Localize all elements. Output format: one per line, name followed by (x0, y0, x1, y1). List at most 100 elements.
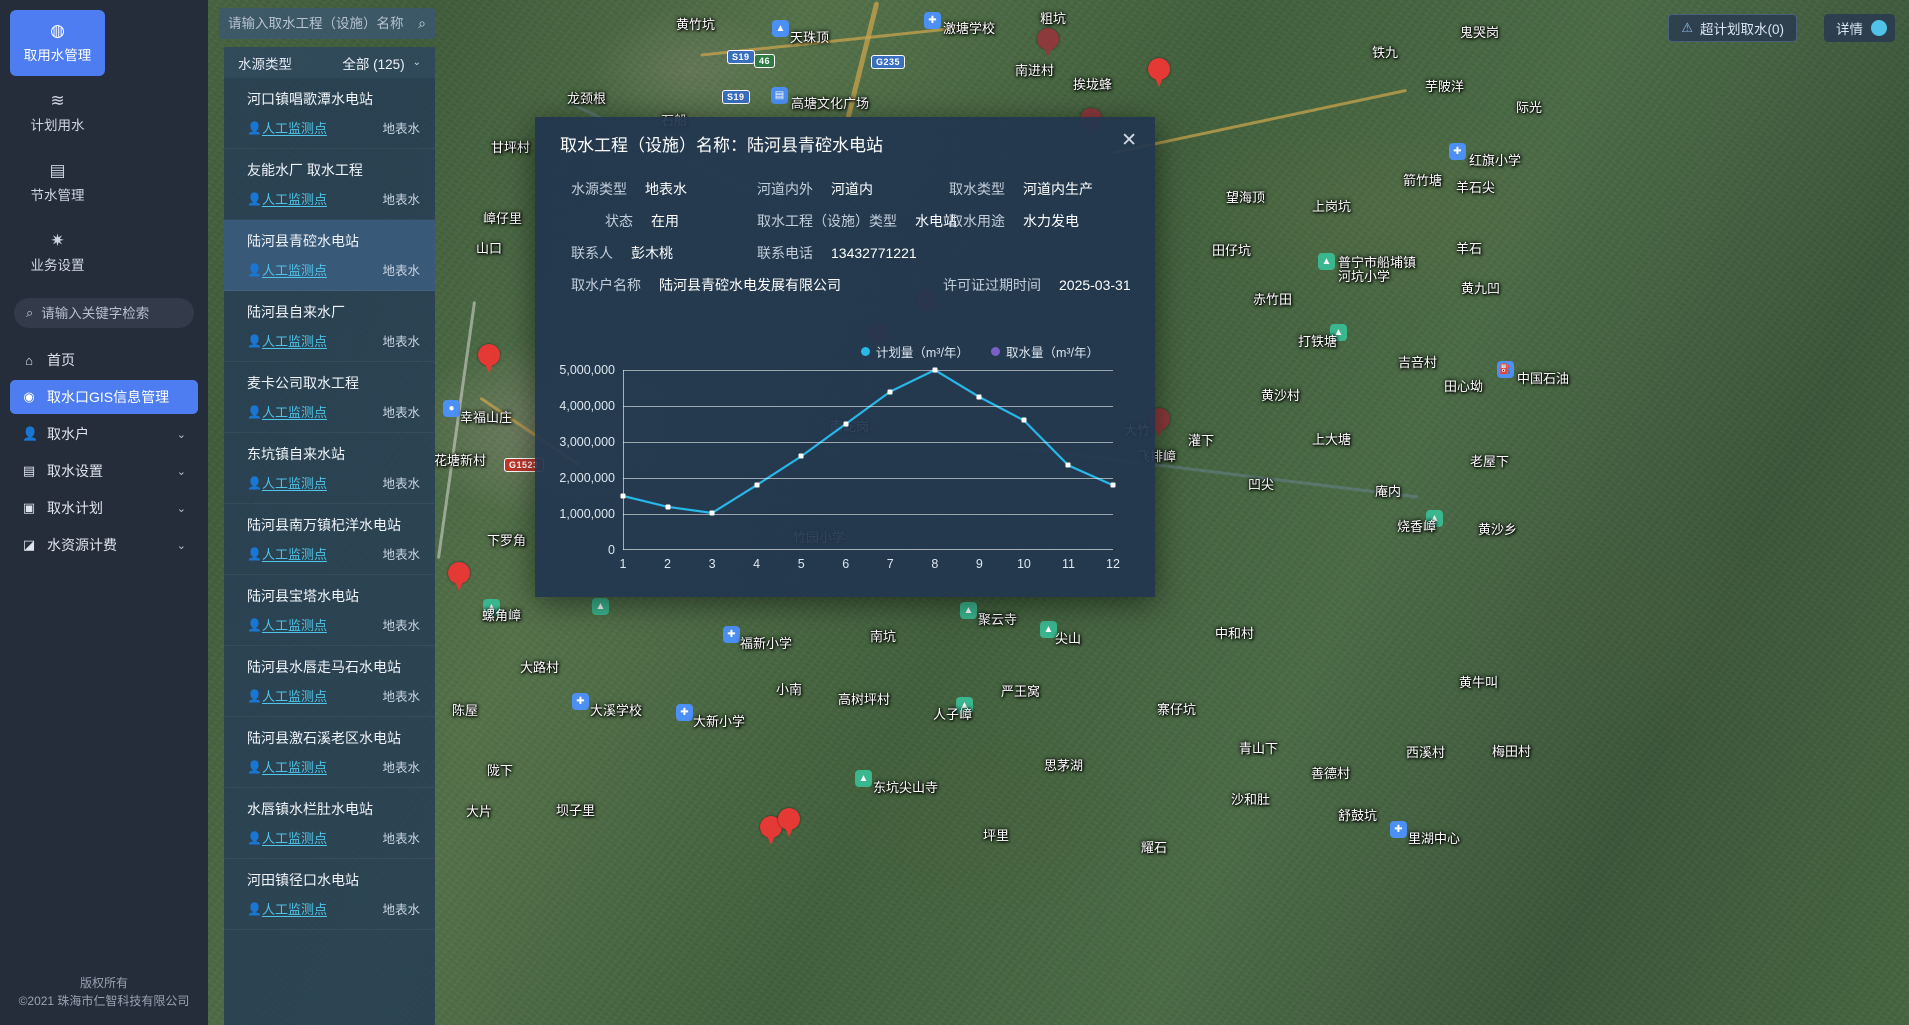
chart-gridline (623, 370, 1113, 371)
monitor-point-tag[interactable]: 人工监测点 (261, 760, 327, 775)
monitor-point-tag[interactable]: 人工监测点 (261, 902, 327, 917)
chart-data-point[interactable] (665, 504, 671, 510)
chart-series-layer (622, 368, 1114, 515)
list-item-name: 友能水厂 取水工程 (247, 162, 363, 178)
list-item-name: 水唇镇水栏肚水电站 (247, 801, 373, 817)
map-poi-icon: ✚ (676, 704, 693, 721)
list-item-source-type: 地表水 (382, 903, 420, 917)
sidebar-item-label: 取水计划 (47, 500, 103, 516)
over-plan-badge[interactable]: ⚠ 超计划取水(0) (1668, 14, 1797, 42)
monitor-point-tag[interactable]: 人工监测点 (261, 831, 327, 846)
map-marker-pin[interactable] (478, 344, 500, 374)
user-icon: 👤 (247, 617, 262, 632)
chart-data-point[interactable] (932, 367, 938, 373)
chart-data-point[interactable] (1021, 417, 1027, 423)
chart-x-tick-label: 12 (1106, 557, 1120, 571)
chevron-down-icon: ⌄ (176, 539, 186, 552)
chart-data-point[interactable] (1110, 482, 1116, 488)
gear-icon: ✷ (50, 231, 65, 250)
copyright-line-1: 版权所有 (79, 975, 128, 990)
list-item[interactable]: 东坑镇自来水站 👤 人工监测点 地表水 (224, 433, 435, 504)
sidebar-module-water-saving[interactable]: ▤ 节水管理 (10, 150, 105, 216)
field-label: 取水工程（设施）类型 (757, 213, 897, 229)
legend-color-swatch (990, 347, 1000, 356)
facility-list[interactable]: 河口镇唱歌潭水电站 👤 人工监测点 地表水 友能水厂 取水工程 👤 人工监测点 地表水 陆河县青… (224, 78, 435, 1025)
sidebar-module-plan-water[interactable]: ≋ 计划用水 (10, 80, 105, 146)
map-poi-icon: ✚ (572, 693, 589, 710)
chart-data-point[interactable] (843, 421, 849, 427)
monitor-point-tag[interactable]: 人工监测点 (261, 263, 327, 278)
map-poi-icon: ▲ (772, 20, 789, 37)
list-item[interactable]: 陆河县自来水厂 👤 人工监测点 地表水 (224, 291, 435, 362)
chart-legend-item[interactable]: 计划量（m³/年） (860, 342, 969, 361)
monitor-point-tag[interactable]: 人工监测点 (261, 689, 327, 704)
monitor-point-tag[interactable]: 人工监测点 (261, 405, 327, 420)
list-item-source-type: 地表水 (382, 832, 420, 846)
list-item[interactable]: 河口镇唱歌潭水电站 👤 人工监测点 地表水 (224, 78, 435, 149)
sidebar-search-box[interactable]: ⌕ (14, 298, 194, 328)
list-item-source-type: 地表水 (382, 193, 420, 207)
chart-gridline (623, 406, 1113, 407)
field-label: 联系电话 (757, 245, 813, 261)
list-item[interactable]: 友能水厂 取水工程 👤 人工监测点 地表水 (224, 149, 435, 220)
chart-x-tick-label: 2 (664, 557, 672, 571)
map-poi-icon: ✚ (723, 626, 740, 643)
sidebar-module-water-use[interactable]: ◍ 取用水管理 (10, 10, 105, 76)
detail-toggle[interactable]: 详情 (1824, 14, 1895, 42)
sidebar-item-water-plan[interactable]: ▣ 取水计划 ⌄ (10, 491, 198, 525)
sidebar-search-input[interactable] (41, 305, 182, 321)
monitor-point-tag[interactable]: 人工监测点 (261, 334, 327, 349)
sidebar-item-gis[interactable]: ◉ 取水口GIS信息管理 (10, 380, 198, 414)
list-item[interactable]: 陆河县宝塔水电站 👤 人工监测点 地表水 (224, 575, 435, 646)
toggle-knob-icon[interactable] (1871, 20, 1887, 36)
list-item[interactable]: 陆河县水唇走马石水电站 👤 人工监测点 地表水 (224, 646, 435, 717)
water-source-type-filter[interactable]: 水源类型 全部 (125) ⌄ (224, 47, 435, 78)
chart-data-point[interactable] (709, 510, 715, 516)
chart-legend-item[interactable]: 取水量（m³/年） (990, 342, 1099, 361)
legend-label: 取水量（m³/年） (1005, 346, 1099, 360)
chevron-down-icon: ⌄ (176, 502, 186, 515)
map-marker-pin[interactable] (1148, 58, 1170, 88)
map-poi-icon: ▲ (483, 599, 500, 616)
chart-data-point[interactable] (754, 482, 760, 488)
close-icon[interactable]: ✕ (1121, 130, 1137, 151)
field-label: 水源类型 (571, 181, 627, 197)
chart-data-point[interactable] (1065, 462, 1071, 468)
chart-data-point[interactable] (976, 394, 982, 400)
list-item[interactable]: 陆河县青硿水电站 👤 人工监测点 地表水 (224, 220, 435, 291)
sidebar-module-label: 业务设置 (30, 258, 85, 273)
sidebar-module-business-settings[interactable]: ✷ 业务设置 (10, 220, 105, 286)
map-marker-pin[interactable] (778, 808, 800, 838)
map-marker-pin[interactable] (760, 816, 782, 846)
field-status: 状态 在用 (605, 211, 679, 231)
list-item[interactable]: 陆河县激石溪老区水电站 👤 人工监测点 地表水 (224, 717, 435, 788)
map-poi-icon: ▤ (771, 87, 788, 104)
chart-legend[interactable]: 计划量（m³/年） 取水量（m³/年） (860, 342, 1099, 361)
map-marker-pin[interactable] (448, 562, 470, 592)
monitor-point-tag[interactable]: 人工监测点 (261, 192, 327, 207)
list-item[interactable]: 陆河县南万镇杞洋水电站 👤 人工监测点 地表水 (224, 504, 435, 575)
monitor-point-tag[interactable]: 人工监测点 (261, 476, 327, 491)
map-marker-pin[interactable] (1037, 28, 1059, 58)
sidebar-item-water-user[interactable]: 👤 取水户 ⌄ (10, 417, 198, 451)
monitor-point-tag[interactable]: 人工监测点 (261, 547, 327, 562)
facility-search-input[interactable] (228, 16, 419, 31)
facility-search-box[interactable]: ⌕ (219, 8, 435, 39)
chevron-down-icon[interactable]: ⌄ (412, 57, 421, 68)
monitor-point-tag[interactable]: 人工监测点 (261, 618, 327, 633)
sidebar-search-wrap: ⌕ (0, 288, 208, 332)
detail-row: 取水户名称 陆河县青硿水电发展有限公司 许可证过期时间 2025-03-31 (535, 275, 1155, 297)
sidebar-item-water-billing[interactable]: ◪ 水资源计费 ⌄ (10, 528, 198, 562)
list-item[interactable]: 水唇镇水栏肚水电站 👤 人工监测点 地表水 (224, 788, 435, 859)
database-icon: ▤ (22, 463, 36, 478)
chart-data-point[interactable] (887, 389, 893, 395)
chart-data-point[interactable] (798, 453, 804, 459)
sidebar-item-home[interactable]: ⌂ 首页 (10, 343, 198, 377)
monitor-point-tag[interactable]: 人工监测点 (261, 121, 327, 136)
search-icon[interactable]: ⌕ (418, 15, 426, 31)
sidebar-item-water-settings[interactable]: ▤ 取水设置 ⌄ (10, 454, 198, 488)
list-item[interactable]: 麦卡公司取水工程 👤 人工监测点 地表水 (224, 362, 435, 433)
chart-data-point[interactable] (620, 493, 626, 499)
field-value: 水力发电 (1023, 213, 1079, 229)
list-item[interactable]: 河田镇径口水电站 👤 人工监测点 地表水 (224, 859, 435, 930)
